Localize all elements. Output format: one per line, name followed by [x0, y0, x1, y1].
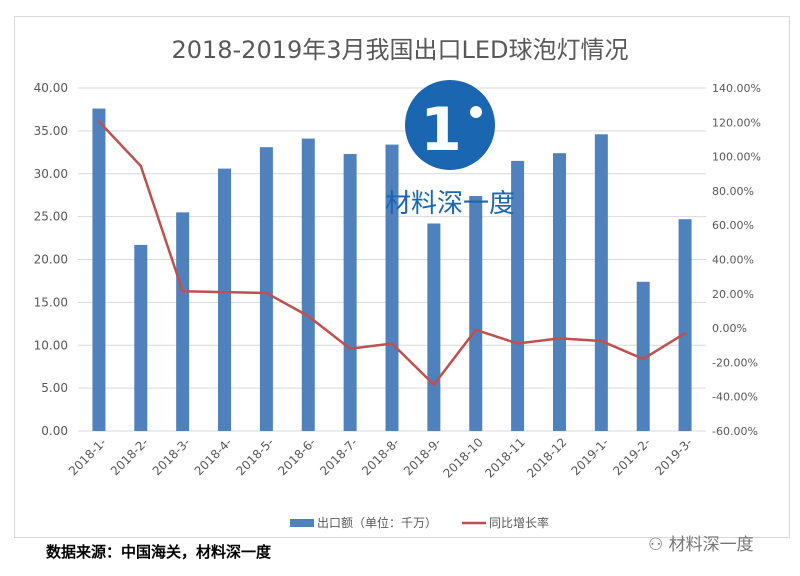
logo-one: 1	[420, 95, 462, 165]
bar	[176, 212, 190, 431]
line-point	[642, 357, 645, 360]
x-tick-label: 2018-5-	[233, 435, 276, 478]
line-point	[474, 328, 477, 331]
line-point	[600, 339, 603, 342]
y-tick-label: 25.00	[34, 210, 68, 224]
x-tick-label: 2018-8-	[359, 435, 402, 478]
bar	[511, 160, 525, 431]
y-tick-label: 15.00	[34, 295, 68, 309]
line-point	[391, 342, 393, 345]
x-tick-label: 2018-9-	[401, 435, 444, 478]
legend-line-label: 同比增长率	[489, 515, 549, 530]
y2-tick-label: 20.00%	[712, 288, 754, 301]
x-tick-label: 2018-4-	[192, 435, 235, 478]
x-tick-label: 2018-6-	[275, 435, 318, 478]
y-tick-label: 0.00	[41, 424, 68, 438]
bar	[636, 281, 650, 431]
y2-tick-label: 80.00%	[712, 185, 754, 198]
x-tick-label: 2018-7-	[317, 435, 360, 478]
line-point	[265, 291, 268, 294]
line-point	[349, 347, 352, 350]
y2-tick-label: -40.00%	[712, 391, 758, 404]
y2-tick-label: 140.00%	[712, 82, 761, 95]
y-tick-label: 30.00	[34, 167, 68, 181]
x-tick-label: 2018-10	[441, 435, 486, 480]
y-tick-label: 5.00	[41, 381, 68, 395]
y2-tick-label: 60.00%	[712, 219, 754, 232]
bar	[259, 147, 273, 432]
logo-text: 材料深一度	[385, 189, 515, 219]
y-tick-label: 10.00	[34, 338, 68, 352]
bar	[469, 196, 483, 431]
y-tick-label: 35.00	[34, 124, 68, 138]
line-point	[139, 165, 142, 168]
bar	[343, 154, 357, 431]
y2-tick-label: -60.00%	[712, 425, 758, 438]
y2-tick-label: 40.00%	[712, 254, 754, 267]
x-tick-label: 2019-1-	[568, 435, 611, 478]
bar	[301, 138, 315, 431]
bar	[385, 144, 399, 431]
logo-icon	[405, 80, 495, 170]
line-point	[432, 383, 435, 386]
x-tick-label: 2019-2-	[610, 435, 653, 478]
y2-tick-label: 0.00%	[712, 322, 747, 335]
bar	[218, 168, 232, 432]
x-tick-label: 2019-3-	[652, 435, 695, 478]
line-point	[223, 291, 226, 294]
line-point	[516, 342, 519, 345]
y2-tick-label: 120.00%	[712, 116, 761, 129]
bar	[427, 223, 441, 431]
y2-tick-label: 100.00%	[712, 151, 761, 164]
line-point	[307, 315, 310, 318]
line-point	[181, 290, 184, 293]
x-tick-label: 2018-3-	[150, 435, 193, 478]
chart-frame	[14, 16, 790, 538]
x-tick-label: 2018-11	[482, 435, 527, 480]
x-tick-label: 2018-2-	[108, 435, 151, 478]
bar	[552, 153, 566, 432]
y-tick-label: 40.00	[34, 81, 68, 95]
bar	[134, 244, 148, 431]
line-point	[97, 120, 100, 123]
x-tick-label: 2018-12	[524, 435, 569, 480]
legend-bar-label: 出口额（单位：千万）	[317, 515, 437, 530]
bar	[92, 108, 106, 431]
line-point	[558, 337, 561, 340]
bar	[678, 219, 692, 431]
chart-title: 2018-2019年3月我国出口LED球泡灯情况	[171, 36, 628, 64]
y-tick-label: 20.00	[34, 253, 68, 267]
x-tick-label: 2018-1-	[66, 435, 109, 478]
watermark: ⚇ 材料深一度	[648, 535, 754, 555]
y2-tick-label: -20.00%	[712, 356, 758, 369]
logo-dot	[470, 106, 482, 118]
watermark-text: 材料深一度	[668, 535, 754, 555]
source-note: 数据来源：中国海关，材料深一度	[46, 543, 272, 561]
legend-bar-swatch	[290, 519, 314, 527]
line-point	[684, 332, 687, 335]
bar	[594, 134, 608, 431]
